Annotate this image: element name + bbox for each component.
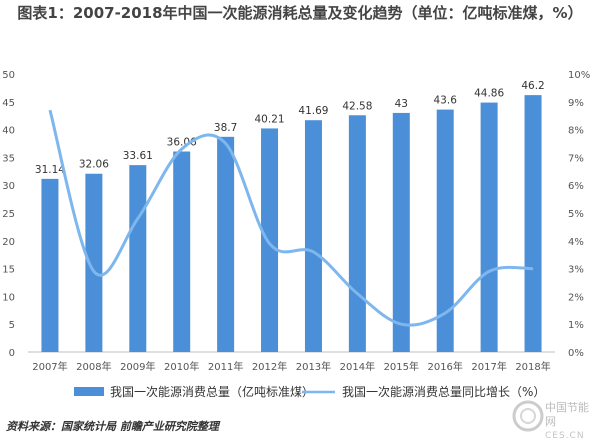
bar [392, 112, 410, 352]
right-tick-label: 8% [568, 126, 584, 137]
left-tick-label: 40 [2, 126, 15, 137]
left-tick-label: 10 [2, 292, 15, 303]
logo-text: 中国节能网 CES.CN [545, 401, 599, 443]
left-tick-label: 15 [2, 265, 15, 276]
bar [41, 178, 59, 352]
right-tick-label: 10% [568, 70, 590, 81]
bar [261, 128, 279, 352]
bar-data-label: 32.06 [79, 159, 109, 171]
x-axis: 2007年 2008年 2009年 2010年 2011年 2012年 2013年 2014年… [32, 360, 551, 373]
right-tick-label: 4% [568, 237, 584, 248]
bar-series [41, 95, 542, 353]
right-tick-label: 6% [568, 181, 584, 192]
logo-name: 中国节能网 [545, 401, 589, 428]
right-tick-label: 3% [568, 265, 584, 276]
legend-bar-swatch [74, 387, 104, 396]
bar-data-label: 38.7 [214, 122, 237, 134]
legend: 我国一次能源消费总量（亿吨标准煤） 我国一次能源消费总量同比增长（%） [74, 384, 545, 399]
x-tick-label: 2016年 [427, 360, 462, 373]
bar [436, 109, 454, 352]
x-tick-label: 2017年 [471, 360, 506, 373]
left-tick-label: 30 [2, 181, 15, 192]
bar [348, 115, 366, 352]
x-tick-label: 2014年 [340, 360, 375, 373]
bar-data-label: 44.86 [474, 88, 504, 100]
x-tick-label: 2009年 [120, 360, 155, 373]
bar-data-label: 42.58 [342, 100, 372, 112]
bar-data-label: 43.6 [434, 95, 458, 107]
left-tick-label: 25 [2, 209, 15, 220]
bar [304, 120, 322, 352]
bar [524, 95, 542, 353]
right-tick-label: 5% [568, 209, 584, 220]
right-tick-label: 1% [568, 320, 584, 331]
bar-data-label: 40.21 [255, 113, 285, 125]
right-tick-label: 9% [568, 98, 584, 109]
bar [173, 151, 191, 352]
logo-domain: CES.CN [545, 431, 585, 441]
x-tick-label: 2018年 [515, 360, 550, 373]
bar-data-labels: 31.14 32.06 33.61 36.06 38.7 40.21 41.69 42.58 4… [35, 80, 545, 176]
bar-data-label: 46.2 [521, 80, 544, 92]
growth-line [48, 109, 534, 327]
left-tick-label: 35 [2, 153, 15, 164]
x-tick-label: 2012年 [252, 360, 287, 373]
x-tick-label: 2008年 [76, 360, 111, 373]
line-series [48, 109, 534, 327]
left-tick-label: 50 [2, 70, 15, 81]
bar [480, 102, 498, 352]
bar-data-label: 43 [395, 98, 408, 110]
source-note: 资料来源：国家统计局 前瞻产业研究院整理 [6, 420, 219, 433]
x-tick-label: 2011年 [208, 360, 243, 373]
bar [85, 173, 103, 352]
left-axis: 0 5 10 15 20 25 30 35 40 45 50 [2, 70, 15, 359]
bar-data-label: 41.69 [298, 105, 328, 117]
ces-logo-icon [512, 400, 544, 432]
left-tick-label: 0 [9, 348, 15, 359]
bar [129, 165, 147, 352]
right-tick-label: 0% [568, 348, 584, 359]
right-tick-label: 2% [568, 292, 584, 303]
bar [217, 136, 235, 352]
legend-line-label: 我国一次能源消费总量同比增长（%） [342, 385, 545, 399]
bar-data-label: 33.61 [123, 150, 153, 162]
right-axis: 0% 1% 2% 3% 4% 5% 6% 7% 8% 9% 10% [568, 70, 590, 359]
left-tick-label: 5 [9, 320, 15, 331]
legend-bar-label: 我国一次能源消费总量（亿吨标准煤） [110, 384, 314, 399]
x-tick-label: 2010年 [164, 360, 199, 373]
x-tick-label: 2015年 [384, 360, 419, 373]
right-tick-label: 7% [568, 153, 584, 164]
x-tick-label: 2013年 [296, 360, 331, 373]
bar-data-label: 36.06 [167, 137, 197, 149]
chart-title: 图表1：2007-2018年中国一次能源消耗总量及变化趋势（单位：亿吨标准煤，%… [17, 4, 583, 22]
left-tick-label: 45 [2, 98, 15, 109]
x-tick-label: 2007年 [32, 360, 67, 373]
bar-data-label: 31.14 [35, 164, 65, 176]
left-tick-label: 20 [2, 237, 15, 248]
